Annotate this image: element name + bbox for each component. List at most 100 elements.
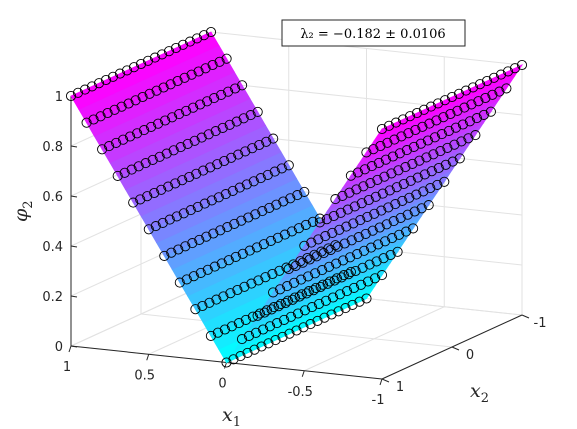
data-point-182 bbox=[170, 178, 181, 189]
data-point-304 bbox=[338, 255, 349, 266]
x1-axis-label: x1 bbox=[222, 404, 241, 429]
data-point-115 bbox=[167, 112, 178, 123]
data-point-112 bbox=[188, 102, 199, 113]
data-point-199 bbox=[384, 185, 395, 196]
data-point-420 bbox=[361, 293, 372, 304]
data-point-257 bbox=[388, 216, 399, 227]
data-point-411 bbox=[292, 308, 304, 319]
data-point-329 bbox=[216, 258, 227, 269]
data-point-58 bbox=[389, 134, 400, 145]
legend-text: λ₂ = −0.182 ± 0.0106 bbox=[300, 27, 445, 42]
data-point-113 bbox=[181, 105, 192, 116]
data-point-184 bbox=[156, 184, 167, 195]
x1-tick-label-0: -1 bbox=[372, 393, 385, 408]
data-point-56 bbox=[403, 128, 414, 139]
data-point-207 bbox=[328, 210, 339, 222]
data-point-96 bbox=[401, 145, 412, 156]
data-point-60 bbox=[375, 140, 386, 152]
data-point-434 bbox=[263, 338, 274, 349]
phi-tick-mark-2 bbox=[70, 245, 78, 248]
data-point-386 bbox=[289, 292, 300, 303]
data-point-87 bbox=[464, 116, 475, 127]
data-point-43 bbox=[494, 86, 505, 97]
data-point-244 bbox=[192, 201, 203, 212]
data-point-248 bbox=[164, 214, 175, 225]
data-point-151 bbox=[224, 119, 235, 130]
data-point-318 bbox=[293, 223, 304, 234]
data-point-390 bbox=[261, 305, 272, 316]
data-point-3 bbox=[495, 69, 507, 80]
phi-tick-label-1: 0.2 bbox=[42, 290, 63, 305]
data-point-139 bbox=[379, 171, 390, 182]
data-point-246 bbox=[178, 208, 189, 219]
data-point-156 bbox=[189, 135, 200, 146]
data-point-372 bbox=[225, 288, 236, 299]
data-point-74 bbox=[144, 88, 155, 99]
data-point-180 bbox=[184, 171, 195, 183]
x1-tick-label-4: 1 bbox=[63, 360, 71, 375]
data-point-338 bbox=[378, 253, 389, 264]
data-point-181 bbox=[177, 175, 188, 186]
x2-tick-mark-0 bbox=[521, 314, 530, 319]
phi-tick-mark-3 bbox=[70, 195, 78, 198]
data-point-169 bbox=[261, 136, 272, 147]
data-point-213 bbox=[418, 186, 429, 197]
data-point-162 bbox=[147, 154, 158, 165]
data-point-165 bbox=[126, 164, 137, 175]
data-point-221 bbox=[362, 211, 373, 222]
data-point-379 bbox=[338, 270, 349, 281]
data-point-35 bbox=[107, 71, 119, 82]
data-point-289 bbox=[187, 238, 198, 249]
data-point-369 bbox=[246, 278, 257, 289]
data-point-407 bbox=[320, 295, 332, 306]
data-point-76 bbox=[130, 95, 141, 106]
data-point-427 bbox=[312, 315, 323, 326]
data-point-313 bbox=[275, 284, 286, 295]
x1-tick-mark-1 bbox=[301, 370, 305, 377]
data-point-7 bbox=[467, 82, 479, 93]
data-point-222 bbox=[355, 215, 366, 226]
data-point-39 bbox=[79, 84, 91, 95]
x1-tick-label-1: -0.5 bbox=[288, 385, 313, 400]
data-point-236 bbox=[248, 176, 259, 187]
data-point-234 bbox=[262, 169, 273, 180]
data-point-303 bbox=[345, 252, 356, 263]
data-point-124 bbox=[104, 141, 115, 152]
data-point-32 bbox=[128, 62, 140, 73]
data-point-363 bbox=[288, 259, 299, 270]
data-point-188 bbox=[128, 197, 139, 208]
data-point-371 bbox=[232, 284, 243, 296]
data-point-206 bbox=[335, 207, 346, 218]
data-point-327 bbox=[230, 251, 241, 262]
data-point-263 bbox=[346, 235, 357, 246]
data-point-392 bbox=[247, 311, 258, 322]
data-point-326 bbox=[237, 248, 248, 259]
data-point-173 bbox=[233, 149, 244, 160]
data-point-218 bbox=[383, 202, 394, 213]
data-point-291 bbox=[173, 244, 184, 255]
data-point-114 bbox=[174, 109, 185, 120]
data-point-260 bbox=[367, 225, 378, 236]
data-point-98 bbox=[387, 151, 398, 162]
data-point-75 bbox=[137, 91, 148, 103]
data-point-424 bbox=[333, 306, 344, 317]
data-point-333 bbox=[188, 271, 199, 282]
phi-tick-label-4: 0.8 bbox=[42, 140, 63, 155]
phi-tick-label-0: 0 bbox=[55, 340, 63, 355]
data-point-192 bbox=[433, 162, 444, 174]
data-point-174 bbox=[226, 152, 237, 163]
surface bbox=[70, 31, 524, 364]
data-point-374 bbox=[211, 294, 222, 305]
data-point-106 bbox=[230, 83, 241, 94]
data-point-130 bbox=[442, 142, 453, 153]
data-point-190 bbox=[447, 156, 458, 167]
data-point-136 bbox=[400, 162, 411, 173]
data-point-253 bbox=[416, 203, 427, 214]
data-point-419 bbox=[236, 334, 248, 345]
data-point-186 bbox=[142, 191, 153, 202]
data-point-131 bbox=[435, 146, 446, 157]
data-point-351 bbox=[287, 294, 298, 305]
data-point-81 bbox=[95, 111, 106, 122]
data-point-436 bbox=[249, 344, 260, 355]
